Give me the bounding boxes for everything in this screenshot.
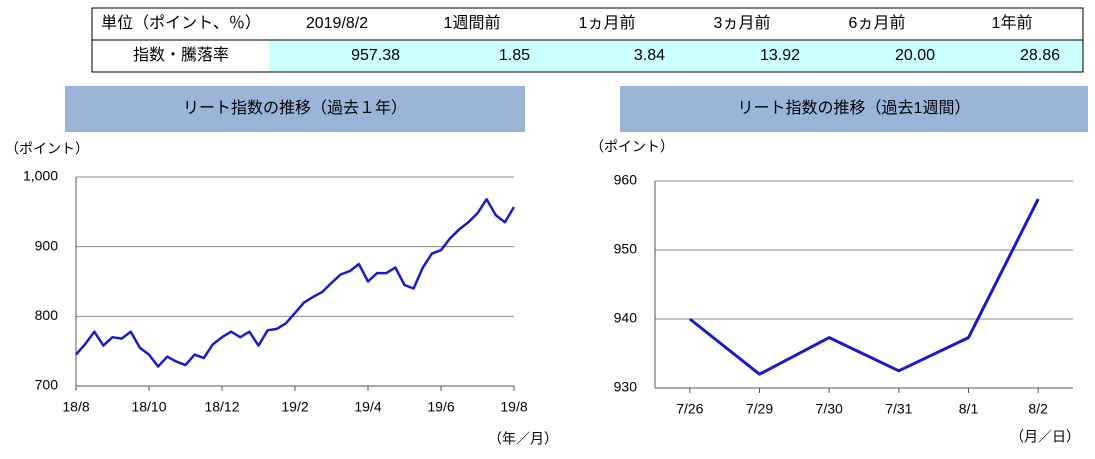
data-line xyxy=(75,198,516,368)
y-tick-label: 950 xyxy=(614,241,638,257)
chart-title: リート指数の推移（過去１年） xyxy=(183,99,407,117)
y-tick-label: 700 xyxy=(35,377,59,393)
x-tick-label: 7/30 xyxy=(816,401,843,417)
data-line xyxy=(688,198,1040,376)
table-header: 1週間前 xyxy=(444,14,501,32)
x-tick-label: 19/4 xyxy=(354,399,381,415)
table-header: 2019/8/2 xyxy=(306,15,368,32)
x-tick-label: 7/29 xyxy=(746,401,773,417)
x-tick-label: 8/2 xyxy=(1028,401,1048,417)
table-header: 1年前 xyxy=(992,14,1033,32)
table-cell: 3.84 xyxy=(634,47,665,64)
x-tick-label: 8/1 xyxy=(959,401,979,417)
x-tick-label: 19/6 xyxy=(427,399,454,415)
table-header: 6ヵ月前 xyxy=(849,14,906,32)
x-axis-label: （月／日） xyxy=(1010,429,1080,445)
row-label: 指数・騰落率 xyxy=(133,46,229,64)
row-bg xyxy=(270,40,1083,72)
y-tick-label: 1,000 xyxy=(23,168,58,184)
table-header: 3ヵ月前 xyxy=(714,14,771,32)
table-header: 1ヵ月前 xyxy=(579,14,636,32)
title-box xyxy=(65,86,525,132)
table-cell: 28.86 xyxy=(1020,47,1060,64)
x-tick-label: 19/8 xyxy=(500,399,527,415)
y-tick-label: 930 xyxy=(614,379,638,395)
y-tick-label: 940 xyxy=(614,310,638,326)
x-axis-label: （年／月） xyxy=(488,431,558,447)
table-cell: 957.38 xyxy=(351,47,400,64)
y-tick-label: 960 xyxy=(614,172,638,188)
x-tick-label: 7/26 xyxy=(676,401,703,417)
table-header: 単位（ポイント、％） xyxy=(101,14,261,32)
y-tick-label: 900 xyxy=(35,237,59,253)
x-tick-label: 7/31 xyxy=(885,401,912,417)
table-cell: 13.92 xyxy=(760,47,800,64)
x-tick-label: 18/10 xyxy=(131,399,166,415)
x-tick-label: 18/12 xyxy=(204,399,239,415)
y-axis-label: （ポイント） xyxy=(5,141,89,157)
x-tick-label: 18/8 xyxy=(62,399,89,415)
y-tick-label: 800 xyxy=(35,307,59,323)
table-cell: 20.00 xyxy=(895,47,935,64)
y-axis-label: （ポイント） xyxy=(590,139,674,155)
chart-title: リート指数の推移（過去1週間） xyxy=(738,99,971,117)
title-box xyxy=(620,86,1088,132)
x-tick-label: 19/2 xyxy=(281,399,308,415)
table-cell: 1.85 xyxy=(499,47,530,64)
